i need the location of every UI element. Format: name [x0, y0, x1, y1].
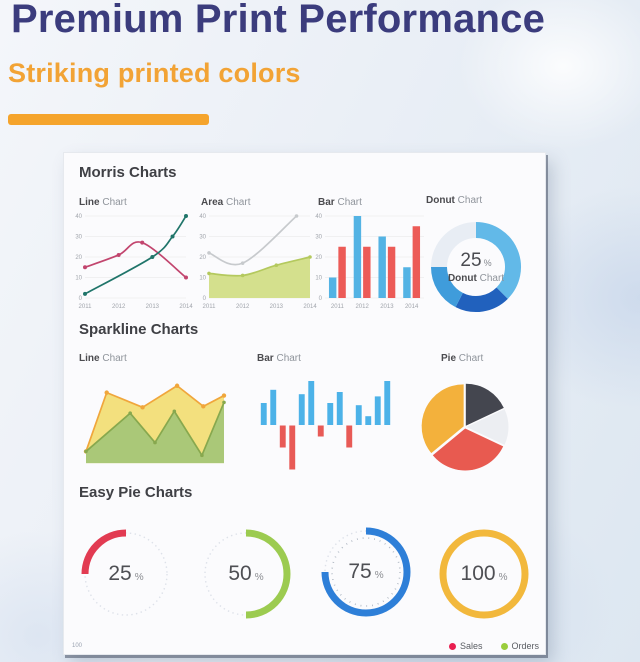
gauge-value-text: 75% — [318, 524, 414, 620]
legend-item-sales: Sales — [449, 641, 483, 651]
svg-text:20: 20 — [199, 255, 206, 261]
gauge-value-text: 100% — [436, 526, 532, 622]
svg-text:2013: 2013 — [146, 304, 160, 310]
easy-pie-chart — [321, 527, 411, 617]
gauge-unit: % — [498, 571, 508, 583]
svg-text:2011: 2011 — [203, 304, 217, 310]
legend-label: Orders — [511, 641, 540, 651]
chart-label-morris-line: Line Chart — [79, 197, 127, 208]
chart-label-morris-bar: Bar Chart — [318, 197, 362, 208]
chart-label-spark-pie: Pie Chart — [441, 353, 483, 364]
gauge-value-text: 50% — [198, 526, 294, 622]
chart-label-rest: Chart — [223, 197, 251, 208]
svg-text:30: 30 — [75, 235, 82, 241]
svg-text:2014: 2014 — [179, 304, 193, 310]
donut-center-value-row: 25 % — [460, 250, 491, 272]
accent-bar — [8, 114, 209, 125]
svg-text:40: 40 — [315, 214, 322, 220]
gauge-value: 25 — [108, 562, 132, 585]
svg-text:2014: 2014 — [303, 304, 317, 310]
chart-label-bold: Bar — [257, 353, 274, 364]
svg-text:10: 10 — [315, 276, 322, 282]
svg-text:2012: 2012 — [355, 304, 369, 310]
svg-text:10: 10 — [199, 276, 206, 282]
gauge-value-text: 25% — [78, 526, 174, 622]
morris-area-chart: 0 10 20 30 40 2011 2012 2013 2014 — [199, 214, 317, 310]
donut-center-label-rest: Chart — [476, 273, 505, 284]
gauge-value: 100 — [460, 562, 496, 585]
spark-bar-chart — [260, 381, 391, 470]
chart-legend: Sales Orders — [449, 641, 539, 651]
easy-pie-50: 50% — [198, 526, 294, 622]
chart-label-rest: Chart — [454, 195, 483, 206]
page-title: Premium Print Performance — [11, 0, 546, 41]
chart-label-bold: Bar — [318, 197, 335, 208]
svg-text:20: 20 — [75, 255, 82, 261]
svg-text:0: 0 — [319, 296, 323, 302]
svg-text:2013: 2013 — [380, 304, 394, 310]
section-title-easypie: Easy Pie Charts — [79, 484, 193, 501]
chart-label-morris-area: Area Chart — [201, 197, 250, 208]
svg-text:0: 0 — [79, 296, 83, 302]
chart-label-rest: Chart — [99, 197, 127, 208]
svg-text:10: 10 — [75, 276, 82, 282]
spark-pie-chart — [421, 383, 509, 471]
easy-pie-chart — [81, 529, 168, 616]
legend-item-orders: Orders — [500, 641, 540, 651]
morris-bar-chart: 0 10 20 30 40 2011 2012 2013 2014 — [315, 214, 424, 310]
svg-text:40: 40 — [75, 214, 82, 220]
easy-pie-100: 100% — [436, 526, 532, 622]
chart-label-rest: Chart — [99, 353, 127, 364]
donut-center-unit: % — [483, 258, 492, 268]
svg-text:30: 30 — [199, 235, 206, 241]
chart-label-spark-bar: Bar Chart — [257, 353, 301, 364]
chart-label-rest: Chart — [334, 197, 362, 208]
page-subtitle: Striking printed colors — [8, 58, 301, 88]
gauge-value: 75 — [348, 560, 372, 583]
section-title-sparkline: Sparkline Charts — [79, 321, 199, 338]
svg-text:2011: 2011 — [79, 304, 93, 310]
chart-label-bold: Donut — [426, 195, 455, 206]
donut-center-text: 25 % Donut Chart — [426, 217, 526, 317]
chart-label-bold: Area — [201, 197, 224, 208]
legend-dot-icon — [449, 642, 456, 650]
svg-text:2014: 2014 — [405, 304, 419, 310]
svg-text:30: 30 — [315, 235, 322, 241]
chart-label-rest: Chart — [273, 353, 301, 364]
spark-line-chart — [83, 383, 227, 464]
donut-center-label-bold: Donut — [447, 273, 477, 284]
gauge-unit: % — [374, 569, 384, 581]
printed-sheet: Morris Charts Line Chart Area Chart Bar … — [63, 152, 546, 655]
chart-label-morris-donut: Donut Chart — [426, 195, 482, 206]
svg-text:2011: 2011 — [331, 304, 345, 310]
morris-donut-chart — [431, 222, 521, 312]
svg-text:2013: 2013 — [270, 304, 284, 310]
svg-text:40: 40 — [199, 214, 206, 220]
chart-label-bold: Line — [79, 197, 100, 208]
svg-text:20: 20 — [315, 255, 322, 261]
svg-text:0: 0 — [203, 296, 207, 302]
donut-center-label: Donut Chart — [448, 273, 504, 284]
gauge-value: 50 — [228, 562, 252, 585]
easy-pie-25: 25% — [78, 526, 174, 622]
legend-dot-icon — [500, 642, 508, 650]
svg-text:2012: 2012 — [112, 304, 126, 310]
easy-pie-chart — [204, 529, 291, 619]
chart-label-bold: Line — [79, 353, 100, 364]
donut-center-value: 25 — [460, 250, 482, 271]
section-title-morris: Morris Charts — [79, 164, 177, 181]
chart-label-spark-line: Line Chart — [79, 353, 127, 364]
morris-line-chart: 0 10 20 30 40 2011 2012 2013 2014 — [75, 214, 193, 310]
gauge-unit: % — [254, 571, 264, 583]
page-number: 100 — [72, 643, 83, 649]
legend-label: Sales — [460, 641, 483, 651]
chart-label-rest: Chart — [456, 353, 484, 364]
easy-pie-75: 75% — [318, 524, 414, 620]
gauge-unit: % — [134, 571, 144, 583]
chart-label-bold: Pie — [441, 353, 457, 364]
easy-pie-chart — [439, 529, 529, 619]
svg-text:2012: 2012 — [236, 304, 250, 310]
